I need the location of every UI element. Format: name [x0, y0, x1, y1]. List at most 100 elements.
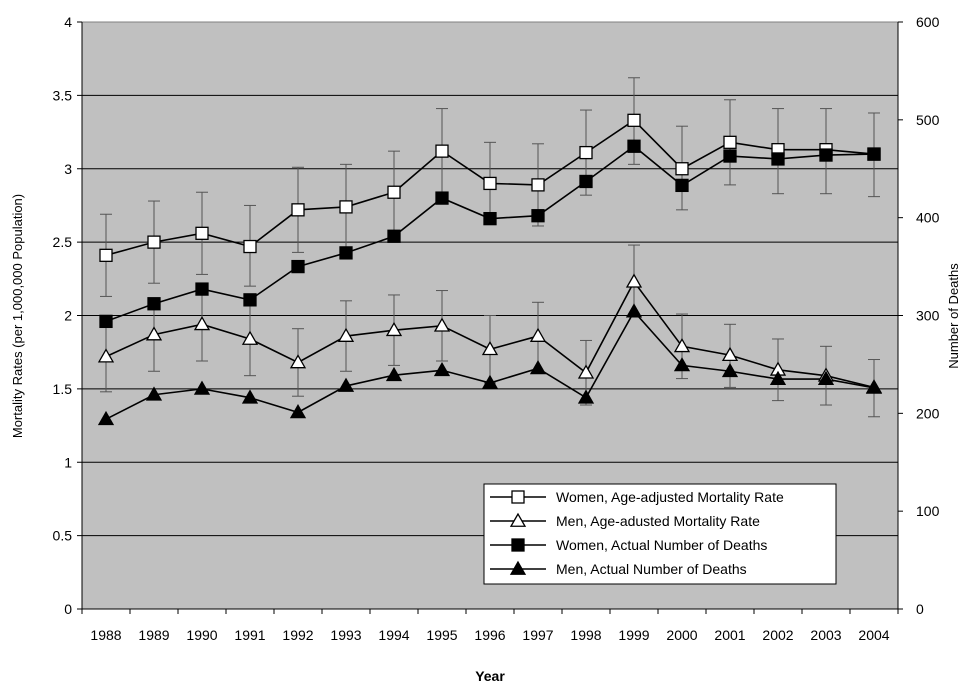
x-tick-label: 1995: [426, 627, 457, 643]
legend: Women, Age-adjusted Mortality Rate Men, A…: [483, 483, 837, 585]
data-point: [147, 235, 161, 249]
data-point: [481, 374, 499, 389]
data-point: [509, 560, 527, 575]
data-point: [99, 248, 113, 262]
data-point: [433, 361, 451, 377]
data-point: [511, 490, 525, 504]
data-point: [193, 315, 211, 331]
data-point: [193, 380, 211, 395]
data-point: [339, 200, 353, 214]
data-point: [289, 404, 307, 419]
x-tick-label: 1990: [186, 627, 217, 643]
data-point: [147, 297, 161, 311]
gridlines: [77, 21, 903, 614]
x-tick-label: 1991: [234, 627, 265, 643]
data-point: [483, 176, 497, 191]
x-tick-label: 1999: [618, 627, 649, 643]
data-point: [577, 389, 595, 404]
right-tick-label: 200: [916, 405, 940, 421]
left-tick-label: 2.5: [53, 234, 73, 250]
data-point: [627, 139, 641, 153]
x-tick-label: 1996: [474, 627, 505, 643]
legend-label: Women, Age-adjusted Mortality Rate: [556, 489, 784, 505]
series-markers: [97, 113, 883, 426]
data-point: [387, 185, 401, 199]
right-tick-label: 0: [916, 601, 924, 617]
data-point: [769, 370, 787, 385]
data-point: [385, 321, 403, 337]
x-tick-label: 2001: [714, 627, 745, 643]
data-point: [385, 366, 403, 382]
data-point: [771, 152, 785, 166]
data-point: [865, 379, 883, 394]
data-point: [579, 145, 593, 160]
x-tick-label: 1992: [282, 627, 313, 643]
data-point: [577, 364, 595, 379]
right-tick-label: 500: [916, 112, 940, 128]
legend-box: [483, 483, 837, 585]
data-point: [721, 346, 739, 362]
data-point: [243, 239, 257, 254]
data-point: [195, 226, 209, 240]
x-tick-label: 2002: [762, 627, 793, 643]
right-tick-label: 600: [916, 14, 940, 30]
data-point: [97, 410, 115, 426]
data-point: [723, 135, 737, 149]
left-tick-label: 3: [64, 161, 72, 177]
data-point: [675, 178, 689, 193]
x-tick-label: 2004: [858, 627, 889, 643]
right-tick-label: 300: [916, 308, 940, 324]
data-point: [145, 386, 163, 401]
data-point: [337, 377, 355, 392]
x-tick-label: 2000: [666, 627, 697, 643]
data-point: [291, 203, 305, 217]
x-tick-label: 1998: [570, 627, 601, 643]
data-point: [531, 209, 545, 223]
data-point: [817, 370, 835, 385]
data-point: [387, 229, 401, 243]
left-tick-label: 3.5: [53, 87, 73, 103]
x-tick-label: 1993: [330, 627, 361, 643]
data-point: [529, 327, 547, 342]
y2-axis-title: Number of Deaths: [946, 263, 961, 369]
data-point: [339, 246, 353, 260]
left-tick-label: 0: [64, 601, 72, 617]
data-point: [529, 360, 547, 375]
data-point: [721, 362, 739, 378]
legend-label: Women, Actual Number of Deaths: [556, 537, 767, 553]
left-tick-label: 1.5: [53, 381, 73, 397]
data-point: [625, 303, 643, 318]
legend-label: Men, Age-adusted Mortality Rate: [556, 513, 760, 529]
data-point: [241, 330, 259, 345]
data-point: [97, 348, 115, 363]
data-point: [819, 148, 833, 162]
data-point: [579, 174, 593, 189]
data-point: [723, 149, 737, 163]
right-tick-label: 400: [916, 210, 940, 226]
data-point: [867, 147, 881, 161]
y-axis-title: Mortality Rates (per 1,000,000 Populatio…: [10, 194, 25, 438]
data-point: [483, 211, 497, 226]
left-axis-tick-labels: 0 0.5 1 1.5 2 2.5 3 3.5 4: [53, 14, 73, 617]
data-point: [145, 326, 163, 341]
data-point: [511, 538, 525, 552]
data-point: [673, 338, 691, 353]
data-point: [433, 317, 451, 332]
legend-label: Men, Actual Number of Deaths: [556, 561, 747, 577]
left-tick-label: 0.5: [53, 528, 73, 544]
left-tick-label: 2: [64, 308, 72, 324]
right-axis-tick-labels: 0 100 200 300 400 500 600: [916, 14, 940, 617]
data-point: [241, 389, 259, 404]
data-point: [337, 327, 355, 342]
x-tick-label: 1989: [138, 627, 169, 643]
data-point: [291, 259, 305, 274]
data-point: [675, 162, 689, 176]
data-point: [99, 314, 113, 329]
left-tick-label: 1: [64, 454, 72, 470]
x-tick-label: 1997: [522, 627, 553, 643]
data-point: [195, 282, 209, 296]
data-point: [673, 357, 691, 372]
data-point: [481, 340, 499, 356]
data-point: [625, 273, 643, 288]
